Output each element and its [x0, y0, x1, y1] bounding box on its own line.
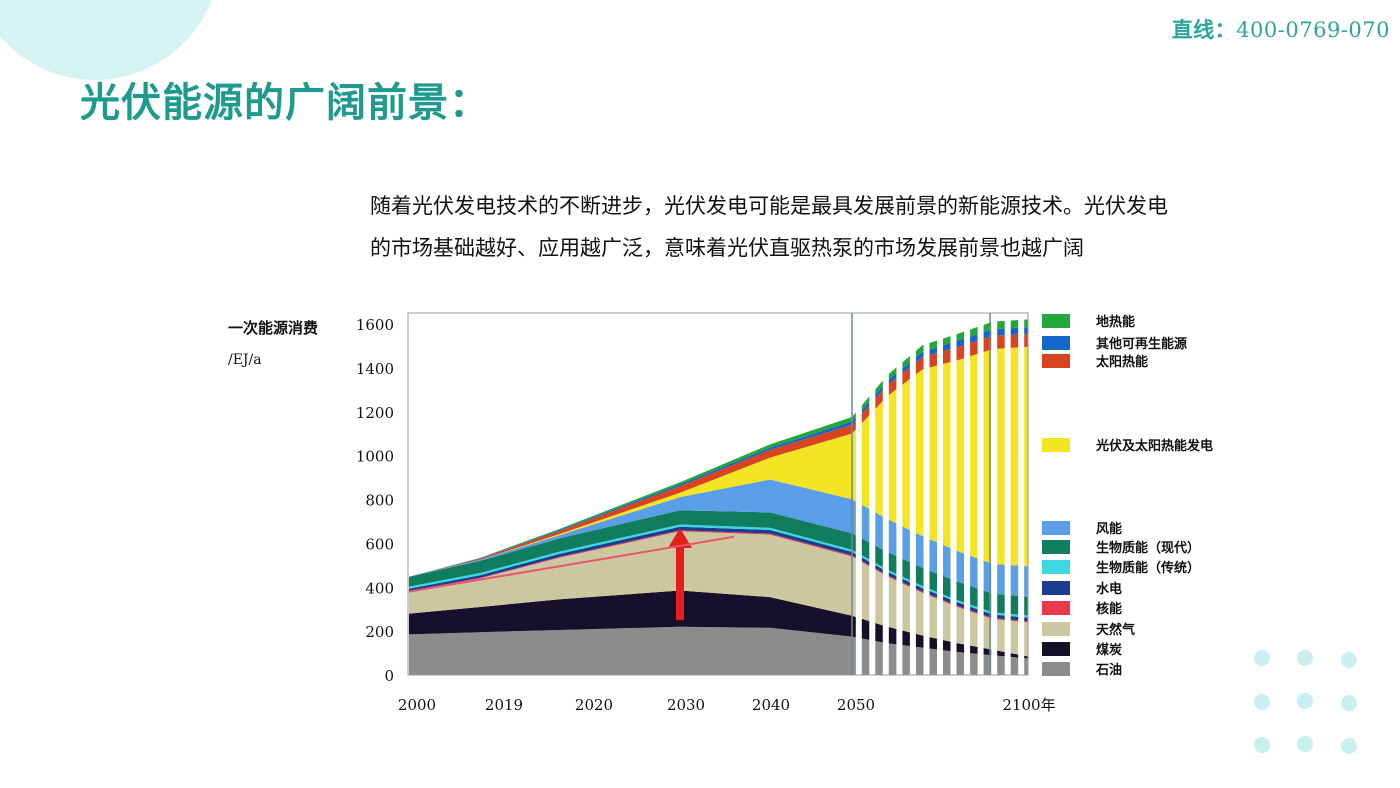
legend-swatch: [1042, 336, 1070, 350]
area-series: [409, 590, 1028, 659]
x-tick-label: 2040: [752, 696, 790, 714]
legend-label: 核能: [1096, 601, 1122, 617]
projection-stripe: [1018, 313, 1025, 675]
projection-stripe: [896, 313, 903, 675]
y-tick-label: 800: [365, 492, 394, 510]
projection-stripe: [950, 313, 957, 675]
decor-dot: [1297, 736, 1313, 752]
x-tick-label: 2050: [837, 696, 875, 714]
legend-swatch: [1042, 314, 1070, 328]
x-axis-ticks: 2000 2019 2020 2030 2040 2050 2100年: [398, 696, 1056, 714]
growth-arrow-shaft: [676, 546, 684, 621]
legend-label: 地热能: [1096, 314, 1135, 330]
legend-label: 生物质能（传统）: [1096, 560, 1200, 576]
trend-line: [408, 535, 735, 593]
legend-swatch: [1042, 521, 1070, 535]
y-tick-label: 200: [365, 623, 394, 641]
area-series: [409, 479, 1028, 597]
legend-swatch: [1042, 560, 1070, 574]
page-title: 光伏能源的广阔前景：: [80, 80, 490, 126]
legend-label: 水电: [1096, 581, 1122, 597]
x-tick-label: 2030: [667, 696, 705, 714]
projection-stripe: [869, 313, 876, 675]
decor-dot: [1341, 695, 1357, 711]
decor-dot: [1341, 652, 1357, 668]
legend-swatch: [1042, 662, 1070, 676]
y-tick-label: 1400: [356, 360, 394, 378]
x-tick-label: 2019: [485, 696, 523, 714]
chart-annotations: [408, 528, 735, 621]
projection-stripe: [855, 313, 862, 675]
legend-swatch: [1042, 354, 1070, 368]
hotline: 直线：400-0769-070: [1172, 14, 1390, 44]
legend-label: 太阳热能: [1095, 354, 1148, 370]
area-series: [409, 531, 1028, 657]
y-axis-ticks: 0 200 400 600 800 1000 1200 1400 1600: [356, 316, 394, 685]
legend-swatch: [1042, 540, 1070, 554]
intro-line-1: 随着光伏发电技术的不断进步，光伏发电可能是最具发展前景的新能源技术。光伏发电: [370, 194, 1168, 218]
y-tick-label: 400: [365, 579, 394, 597]
projection-stripes: [855, 313, 1025, 675]
decor-dot: [1254, 737, 1270, 753]
plot-border: [407, 312, 1029, 676]
legend-swatch: [1042, 622, 1070, 636]
decor-dot: [1254, 650, 1270, 666]
y-tick-label: 0: [384, 667, 394, 685]
projection-stripe: [937, 313, 943, 675]
y-axis-unit: /EJ/a: [228, 352, 262, 368]
legend-swatch: [1042, 601, 1070, 615]
projection-stripe: [909, 313, 916, 675]
intro-paragraph: 随着光伏发电技术的不断进步，光伏发电可能是最具发展前景的新能源技术。光伏发电 的…: [370, 185, 1270, 269]
area-series: [409, 510, 1028, 616]
x-tick-label: 2020: [575, 696, 613, 714]
legend-swatch: [1042, 642, 1070, 656]
legend-label: 生物质能（现代）: [1096, 540, 1200, 556]
legend-label: 风能: [1096, 521, 1122, 537]
legend-label: 其他可再生能源: [1096, 336, 1187, 352]
projection-stripe: [882, 313, 889, 675]
y-axis-label: 一次能源消费: [228, 319, 318, 337]
decor-dot: [1341, 738, 1357, 754]
legend-label: 光伏及太阳热能发电: [1095, 438, 1213, 454]
intro-line-2: 的市场基础越好、应用越广泛，意味着光伏直驱热泵的市场发展前景也越广阔: [370, 236, 1084, 260]
dot-grid-decoration: [1254, 650, 1364, 760]
legend-label: 天然气: [1096, 622, 1135, 638]
legend-label: 煤炭: [1096, 642, 1122, 658]
x-tick-label: 2100年: [1002, 696, 1055, 714]
projection-stripe: [1004, 313, 1011, 675]
y-tick-label: 1600: [356, 316, 394, 334]
legend-swatch: [1042, 581, 1070, 595]
hotline-number: 400-0769-070: [1236, 18, 1390, 42]
projection-stripe: [923, 313, 930, 675]
hotline-label: 直线：: [1171, 18, 1237, 42]
projection-stripe: [991, 313, 998, 675]
chart-frame: [407, 312, 1029, 676]
projection-stripe: [964, 313, 971, 675]
decor-dot: [1297, 650, 1313, 666]
projection-stripe: [977, 313, 984, 675]
y-tick-label: 600: [365, 535, 394, 553]
legend-swatch: [1042, 438, 1070, 452]
growth-arrow-head: [668, 528, 692, 549]
decor-dot: [1254, 694, 1270, 710]
y-tick-label: 1200: [356, 404, 394, 422]
legend-label: 石油: [1095, 662, 1122, 678]
x-tick-label: 2000: [398, 696, 436, 714]
decor-dot: [1297, 693, 1313, 709]
y-tick-label: 1000: [356, 448, 394, 466]
chart-areas: [409, 319, 1028, 675]
